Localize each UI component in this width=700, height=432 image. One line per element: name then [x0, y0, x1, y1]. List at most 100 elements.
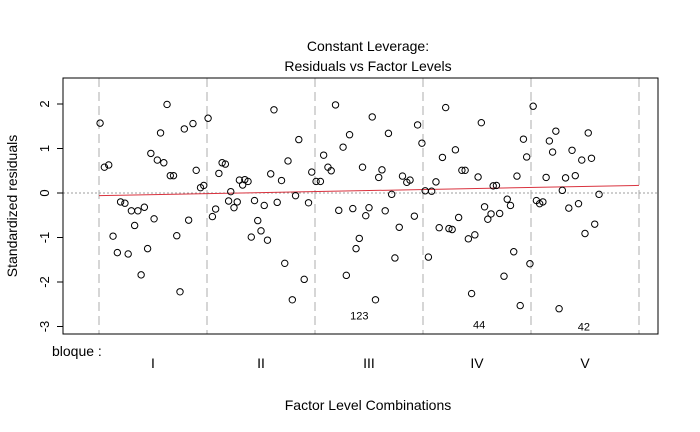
residual-point: [342, 271, 351, 280]
residual-point: [461, 166, 469, 175]
residual-point: [435, 224, 443, 232]
point-annotation: 42: [578, 322, 590, 334]
residual-point: [263, 236, 272, 244]
residual-point: [487, 210, 495, 218]
residual-point: [526, 260, 534, 268]
residual-point: [362, 211, 370, 220]
residual-point: [375, 173, 383, 182]
residual-point: [124, 250, 132, 258]
x-axis-group-labels: I II III IV V: [151, 355, 590, 371]
residual-point: [200, 181, 208, 190]
residual-point: [316, 177, 325, 186]
y-tick-label: -3: [37, 321, 52, 333]
factor-label: bloque :: [52, 343, 102, 359]
residual-point: [548, 148, 557, 156]
residual-point: [378, 166, 386, 174]
residual-point: [109, 232, 117, 240]
residual-point: [542, 173, 550, 182]
residual-point: [166, 171, 174, 180]
residual-point: [418, 139, 426, 147]
residual-point: [438, 153, 447, 162]
residual-point: [327, 167, 335, 175]
residual-point: [413, 121, 422, 129]
residual-point: [211, 205, 220, 213]
residual-point: [578, 156, 586, 164]
residual-point: [561, 174, 570, 182]
residual-point: [150, 215, 158, 223]
residual-point: [552, 127, 560, 135]
residual-point: [221, 160, 230, 168]
residual-point: [257, 227, 265, 235]
residual-point: [281, 259, 289, 268]
residual-point: [568, 146, 576, 154]
residual-point: [270, 106, 278, 114]
residual-point: [474, 173, 482, 181]
residual-point: [224, 197, 233, 205]
residual-point: [156, 129, 165, 137]
residual-point: [215, 169, 223, 178]
residual-point: [406, 176, 414, 184]
residual-point: [451, 146, 460, 154]
residual-point: [545, 137, 554, 145]
y-tick-label: 1: [37, 145, 52, 152]
residual-point: [571, 171, 579, 180]
residual-point: [127, 207, 136, 215]
residual-point: [495, 209, 504, 218]
residual-point: [539, 198, 547, 206]
residual-point: [358, 163, 367, 171]
residual-point: [467, 289, 476, 298]
residual-point: [587, 154, 596, 162]
residual-point: [319, 151, 328, 159]
residual-point: [163, 100, 171, 109]
residual-point: [352, 244, 360, 253]
residual-point: [116, 198, 125, 206]
residual-point: [143, 244, 152, 253]
y-tick-label: 2: [37, 100, 52, 107]
residual-point: [173, 232, 181, 240]
point-annotation: 44: [473, 319, 485, 331]
group-label: II: [257, 355, 265, 371]
residual-point: [471, 231, 479, 239]
residual-point: [335, 206, 343, 215]
residual-point: [574, 199, 583, 208]
residual-point: [218, 159, 226, 167]
residual-point: [368, 113, 376, 121]
residual-point: [100, 163, 109, 171]
residual-point: [189, 119, 197, 128]
group-label: I: [151, 355, 155, 371]
residual-point: [391, 254, 399, 262]
residual-point: [445, 224, 453, 233]
residual-point: [260, 201, 268, 210]
residual-point: [160, 159, 168, 167]
residual-point: [591, 220, 599, 228]
residual-point: [441, 103, 450, 112]
residual-point: [384, 129, 393, 138]
residual-point: [291, 191, 300, 200]
residual-point: [522, 153, 531, 161]
residual-point: [244, 177, 252, 186]
residual-point: [304, 199, 313, 207]
residual-point: [130, 221, 139, 230]
residual-point: [424, 253, 433, 261]
residual-point: [500, 272, 508, 280]
residual-point: [477, 118, 486, 127]
residual-point: [180, 125, 189, 133]
residual-point: [312, 177, 320, 186]
residual-point: [484, 215, 492, 223]
residual-point: [184, 216, 193, 224]
residual-point: [105, 161, 113, 169]
residual-point: [254, 216, 262, 225]
residual-point: [581, 229, 589, 238]
residual-point: [492, 181, 501, 190]
residual-point: [427, 187, 436, 195]
residual-point: [398, 172, 407, 180]
residual-point: [345, 131, 354, 139]
group-label: III: [363, 355, 375, 371]
smooth-line-layer: [98, 184, 640, 197]
residual-point: [381, 207, 389, 215]
y-axis: -3 -2 -1 0 1 2: [37, 100, 64, 333]
residual-point: [480, 203, 489, 211]
residual-point: [295, 135, 303, 144]
residual-point: [113, 248, 122, 257]
